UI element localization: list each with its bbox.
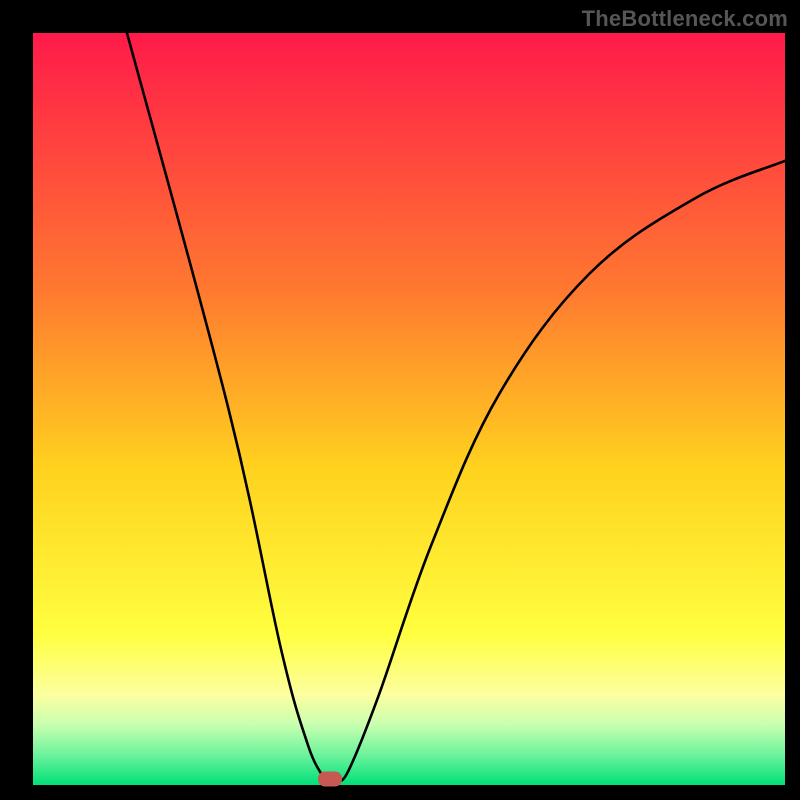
curve-path (127, 33, 785, 781)
watermark-text: TheBottleneck.com (582, 6, 788, 32)
apex-marker (318, 771, 342, 786)
bottleneck-curve (33, 33, 785, 785)
plot-area (33, 33, 785, 785)
